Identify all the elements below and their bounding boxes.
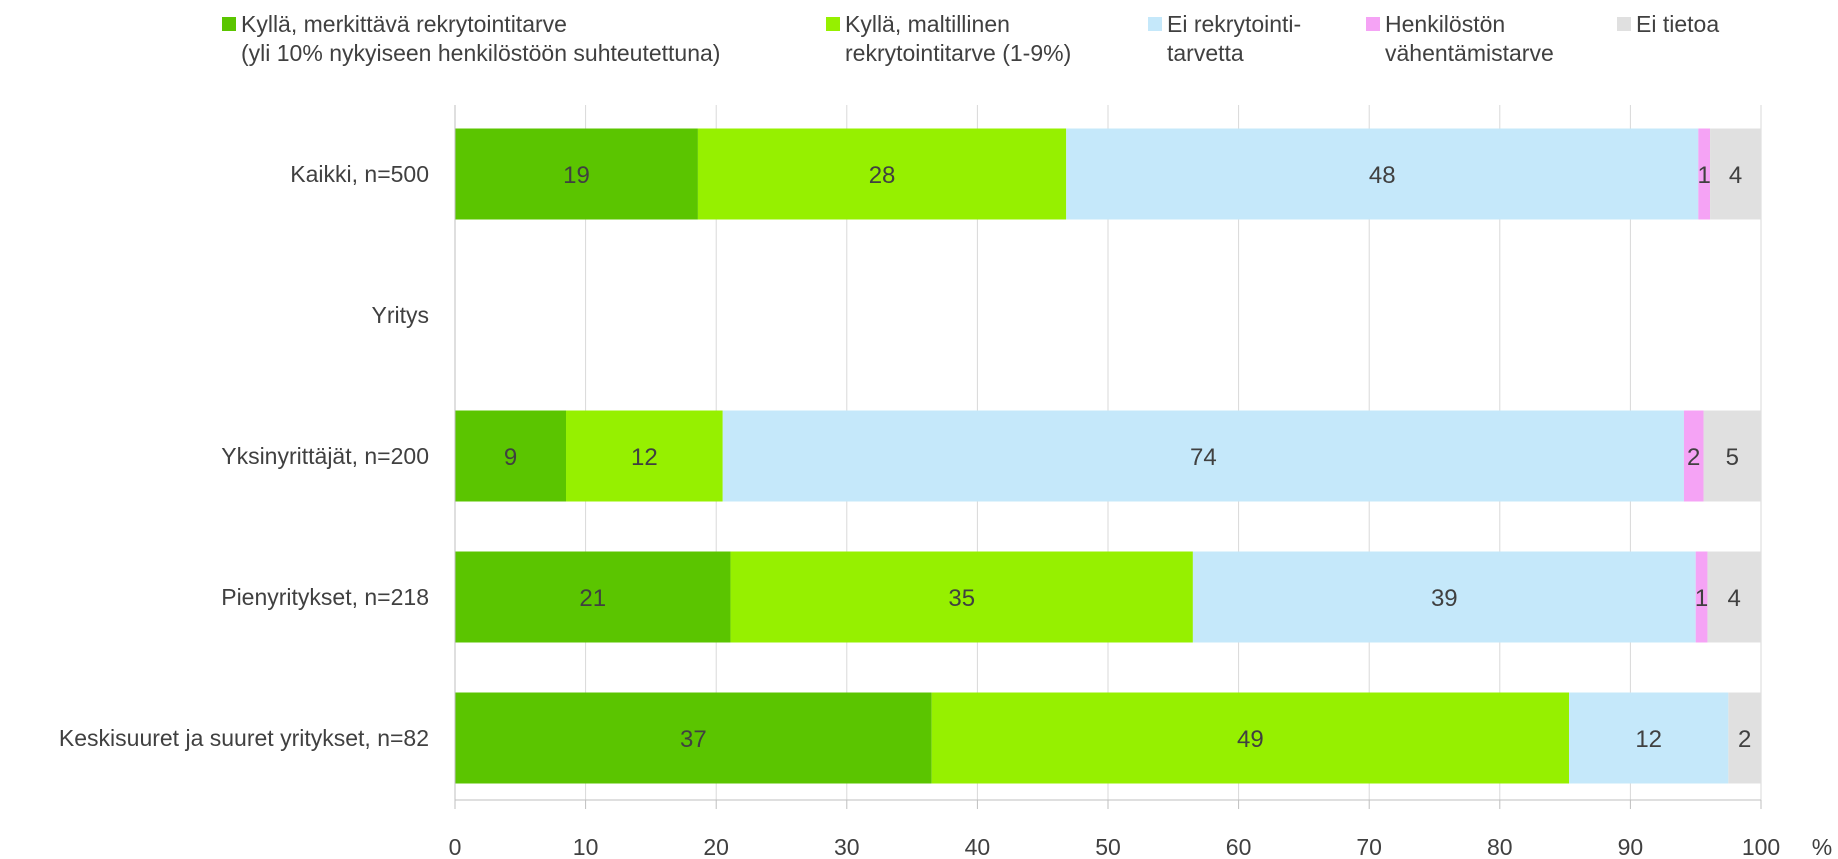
x-tick-label: 0 bbox=[449, 834, 462, 859]
category-label: Pienyritykset, n=218 bbox=[221, 584, 429, 610]
category-label: Kaikki, n=500 bbox=[290, 161, 429, 187]
bar-segment bbox=[931, 692, 1570, 784]
data-label: 2 bbox=[1738, 726, 1751, 753]
data-label: 2 bbox=[1687, 444, 1700, 471]
legend-swatch-significant-need bbox=[222, 17, 236, 31]
bar-segment bbox=[1569, 692, 1729, 784]
data-label: 1 bbox=[1698, 162, 1711, 189]
legend-item-no-need: Ei rekrytointi- tarvetta bbox=[1148, 10, 1301, 68]
data-label: 4 bbox=[1729, 162, 1742, 189]
bar-segment bbox=[722, 410, 1684, 502]
legend-label-moderate-need: Kyllä, maltillinen rekrytointitarve (1-9… bbox=[845, 11, 1072, 66]
category-label: Yritys bbox=[372, 302, 430, 328]
bar-segment bbox=[697, 128, 1067, 220]
bar-segment bbox=[1683, 410, 1704, 502]
data-label: 12 bbox=[1635, 726, 1662, 753]
x-tick-label: 100 bbox=[1742, 834, 1780, 859]
bar-segment bbox=[1695, 551, 1708, 643]
bar-segment bbox=[1710, 128, 1761, 220]
x-unit-label: % bbox=[1812, 834, 1832, 859]
legend-label-reduction-need: Henkilöstön vähentämistarve bbox=[1385, 11, 1554, 66]
data-label: 28 bbox=[869, 162, 896, 189]
legend-swatch-moderate-need bbox=[826, 17, 840, 31]
category-label: Yksinyrittäjät, n=200 bbox=[221, 443, 429, 469]
data-label: 9 bbox=[504, 444, 517, 471]
legend-label-significant-need: Kyllä, merkittävä rekrytointitarve (yli … bbox=[241, 11, 721, 66]
legend-item-significant-need: Kyllä, merkittävä rekrytointitarve (yli … bbox=[222, 10, 720, 68]
bar-segment bbox=[455, 551, 731, 643]
bar-segment bbox=[455, 128, 698, 220]
data-label: 49 bbox=[1237, 726, 1264, 753]
data-label: 39 bbox=[1431, 585, 1458, 612]
x-axis: 0 10 20 30 40 50 60 70 80 90 100% bbox=[449, 105, 1832, 859]
bars: 19 28 48 1 49 12 74 2 521 35 39 1 437 49 12 2 bbox=[455, 128, 1761, 784]
data-label: 19 bbox=[563, 162, 590, 189]
bar-segment bbox=[1066, 128, 1699, 220]
data-label: 37 bbox=[680, 726, 707, 753]
bar-segment bbox=[1192, 551, 1696, 643]
bar-segment bbox=[455, 410, 567, 502]
x-tick-label: 30 bbox=[834, 834, 860, 859]
legend-item-reduction-need: Henkilöstön vähentämistarve bbox=[1366, 10, 1554, 68]
x-tick-label: 60 bbox=[1226, 834, 1252, 859]
bar-segment bbox=[730, 551, 1193, 643]
x-tick-label: 80 bbox=[1487, 834, 1513, 859]
x-tick-label: 70 bbox=[1356, 834, 1382, 859]
bar-segment bbox=[1703, 410, 1761, 502]
category-labels: Kaikki, n=500 Yritys Yksinyrittäjät, n=200… bbox=[59, 161, 429, 751]
category-label: Keskisuuret ja suuret yritykset, n=82 bbox=[59, 725, 429, 751]
data-label: 1 bbox=[1695, 585, 1708, 612]
x-tick-label: 40 bbox=[965, 834, 991, 859]
legend-label-no-info: Ei tietoa bbox=[1636, 11, 1720, 37]
data-label: 35 bbox=[948, 585, 975, 612]
bar-segment bbox=[1707, 551, 1761, 643]
data-label: 12 bbox=[631, 444, 658, 471]
data-label: 5 bbox=[1726, 444, 1739, 471]
data-label: 74 bbox=[1190, 444, 1217, 471]
legend-swatch-no-info bbox=[1617, 17, 1631, 31]
x-tick-label: 50 bbox=[1095, 834, 1121, 859]
data-label: 4 bbox=[1728, 585, 1741, 612]
legend-swatch-reduction-need bbox=[1366, 17, 1380, 31]
legend-item-moderate-need: Kyllä, maltillinen rekrytointitarve (1-9… bbox=[826, 10, 1071, 68]
x-tick-label: 90 bbox=[1618, 834, 1644, 859]
legend-item-no-info: Ei tietoa bbox=[1617, 10, 1719, 39]
bar-segment bbox=[1728, 692, 1761, 784]
data-label: 48 bbox=[1369, 162, 1396, 189]
legend: Kyllä, merkittävä rekrytointitarve (yli … bbox=[0, 10, 1838, 80]
data-label: 21 bbox=[579, 585, 606, 612]
x-tick-label: 10 bbox=[573, 834, 599, 859]
bar-segment bbox=[455, 692, 932, 784]
legend-label-no-need: Ei rekrytointi- tarvetta bbox=[1167, 11, 1302, 66]
legend-swatch-no-need bbox=[1148, 17, 1162, 31]
bar-segment bbox=[566, 410, 723, 502]
x-tick-label: 20 bbox=[703, 834, 729, 859]
bar-segment bbox=[1698, 128, 1711, 220]
